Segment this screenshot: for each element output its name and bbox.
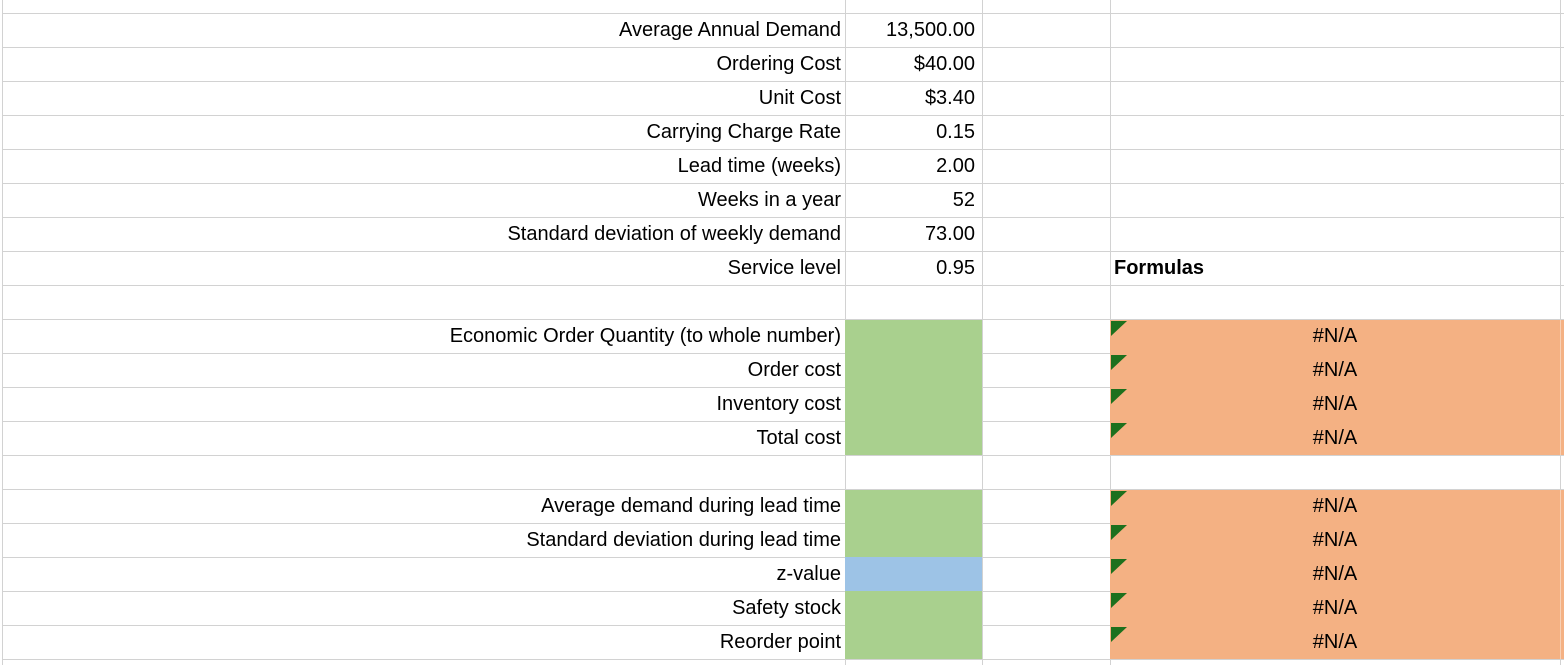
input-cell-fill[interactable]: [845, 490, 982, 557]
grid-line: [2, 557, 1564, 558]
row-label-cell[interactable]: Total cost: [756, 427, 841, 449]
formula-result-cell[interactable]: #N/A: [1312, 597, 1358, 619]
grid-line: [2, 251, 1564, 252]
grid-line: [2, 523, 1564, 524]
grid-line: [2, 489, 1564, 490]
input-cell[interactable]: [845, 489, 982, 523]
row-label-cell[interactable]: Lead time (weeks): [677, 155, 841, 177]
row-label-cell[interactable]: Standard deviation of weekly demand: [507, 223, 841, 245]
row-label-cell[interactable]: z-value: [776, 563, 841, 585]
row-label-cell[interactable]: Economic Order Quantity (to whole number…: [449, 325, 841, 347]
input-cell[interactable]: [845, 353, 982, 387]
row-label-cell[interactable]: Carrying Charge Rate: [646, 121, 841, 143]
value-cell[interactable]: 2.00: [936, 155, 975, 177]
formula-result-cell[interactable]: #N/A: [1312, 325, 1358, 347]
grid-line: [1560, 320, 1561, 455]
value-cell[interactable]: 73.00: [924, 223, 975, 245]
input-cell[interactable]: [845, 557, 982, 591]
grid-line: [2, 149, 1564, 150]
formula-result-cell[interactable]: #N/A: [1312, 427, 1358, 449]
grid-line: [2, 13, 1564, 14]
row-label-cell[interactable]: Unit Cost: [758, 87, 841, 109]
row-label-cell[interactable]: Service level: [727, 257, 841, 279]
formula-result-cell[interactable]: #N/A: [1312, 495, 1358, 517]
input-cell[interactable]: [845, 523, 982, 557]
grid-line: [2, 81, 1564, 82]
input-cell-fill[interactable]: [845, 557, 982, 591]
grid-line: [2, 183, 1564, 184]
grid-line: [2, 421, 1564, 422]
input-cell[interactable]: [845, 387, 982, 421]
grid-line: [2, 659, 1564, 660]
value-cell[interactable]: $40.00: [913, 53, 975, 75]
row-label-cell[interactable]: Standard deviation during lead time: [526, 529, 841, 551]
formula-cell-fill[interactable]: [1110, 320, 1564, 455]
value-cell[interactable]: 0.15: [936, 121, 975, 143]
grid-line: [2, 47, 1564, 48]
row-label-cell[interactable]: Weeks in a year: [697, 189, 841, 211]
value-cell[interactable]: 52: [952, 189, 975, 211]
formula-cell-fill[interactable]: [1110, 490, 1564, 659]
formula-result-cell[interactable]: #N/A: [1312, 563, 1358, 585]
row-label-cell[interactable]: Inventory cost: [716, 393, 841, 415]
grid-line: [2, 319, 1564, 320]
formula-result-cell[interactable]: #N/A: [1312, 359, 1358, 381]
formula-result-cell[interactable]: #N/A: [1312, 393, 1358, 415]
grid-line: [2, 353, 1564, 354]
grid-line: [2, 285, 1564, 286]
input-cell[interactable]: [845, 421, 982, 455]
grid-line: [2, 625, 1564, 626]
row-label-cell[interactable]: Ordering Cost: [716, 53, 842, 75]
input-cell[interactable]: [845, 591, 982, 625]
grid-line: [2, 0, 3, 665]
formula-result-cell[interactable]: #N/A: [1312, 631, 1358, 653]
grid-line: [2, 591, 1564, 592]
row-label-cell[interactable]: Safety stock: [732, 597, 841, 619]
row-label-cell[interactable]: Average Annual Demand: [618, 19, 841, 41]
input-cell-fill[interactable]: [845, 591, 982, 659]
value-cell[interactable]: $3.40: [924, 87, 975, 109]
row-label-cell[interactable]: Order cost: [747, 359, 841, 381]
input-cell-fill[interactable]: [845, 320, 982, 455]
row-label-cell[interactable]: Reorder point: [719, 631, 841, 653]
row-label-cell[interactable]: Average demand during lead time: [541, 495, 841, 517]
grid-line: [1560, 490, 1561, 659]
grid-line: [2, 115, 1564, 116]
input-cell[interactable]: [845, 625, 982, 659]
formulas-header-cell[interactable]: Formulas: [1114, 257, 1205, 279]
grid-line: [982, 0, 983, 665]
value-cell[interactable]: 0.95: [936, 257, 975, 279]
grid-line: [2, 217, 1564, 218]
input-cell[interactable]: [845, 319, 982, 353]
formula-result-cell[interactable]: #N/A: [1312, 529, 1358, 551]
grid-line: [2, 455, 1564, 456]
value-cell[interactable]: 13,500.00: [886, 19, 975, 41]
grid-line: [2, 387, 1564, 388]
